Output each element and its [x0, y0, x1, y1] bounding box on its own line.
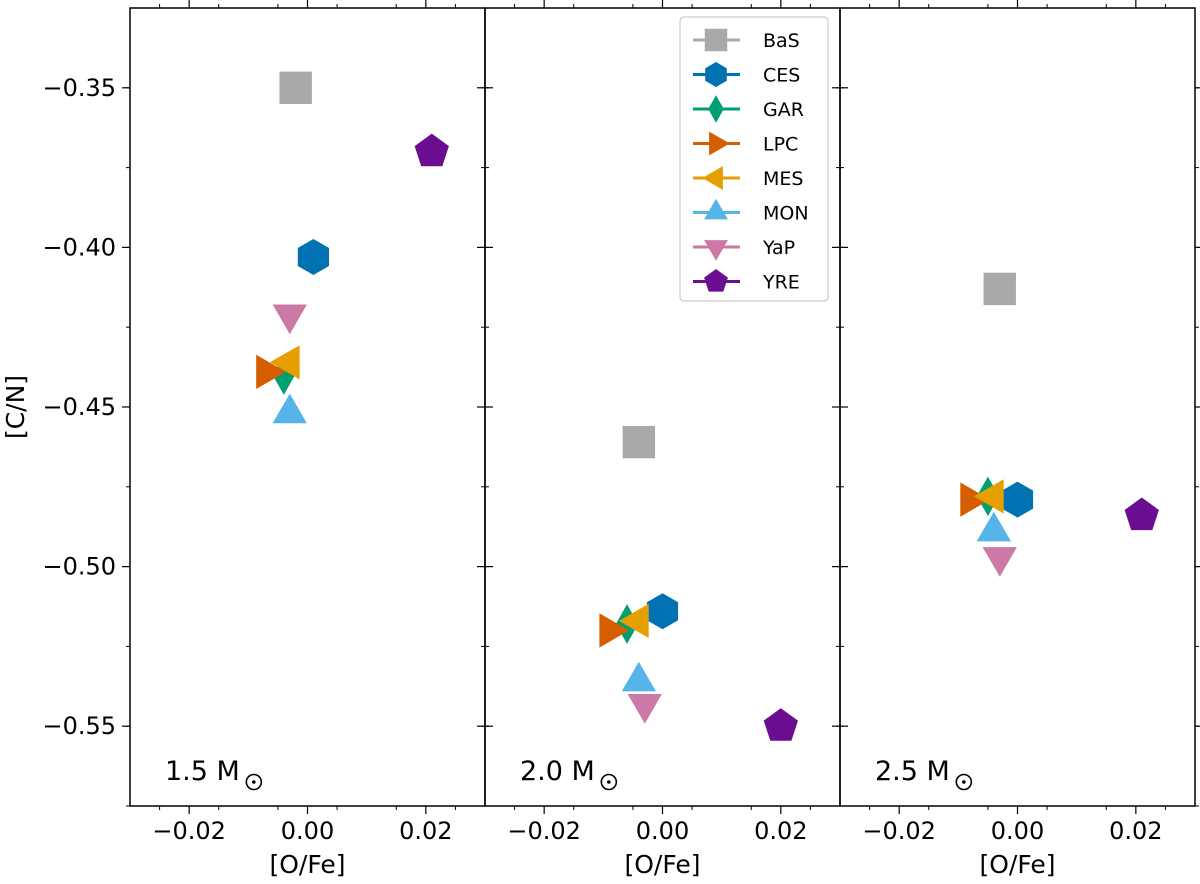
point-mes [269, 345, 300, 380]
legend: BaS CES GAR LPC MES MON YaP YRE [679, 16, 829, 302]
legend-marker [705, 62, 727, 87]
legend-label-yap: YaP [762, 237, 795, 259]
point-ces [297, 239, 329, 275]
point-bas [279, 71, 312, 104]
point-mes [974, 479, 1004, 514]
panel-mass-label: 2.0 M [520, 756, 595, 787]
point-mon [621, 661, 656, 692]
sun-symbol-icon [955, 773, 973, 791]
point-yap [272, 304, 307, 335]
point-lpc [256, 354, 286, 389]
x-tick-label: −0.02 [862, 817, 936, 845]
y-tick-label: −0.35 [42, 74, 116, 102]
legend-marker [704, 240, 728, 261]
point-mes [619, 603, 649, 638]
y-tick-label: −0.45 [42, 393, 116, 421]
legend-label-bas: BaS [763, 30, 800, 52]
x-tick-label: −0.02 [152, 817, 226, 845]
legend-label-mes: MES [763, 168, 803, 190]
panel-frame [839, 7, 1196, 807]
x-tick-label: 0.00 [281, 817, 334, 845]
point-lpc [599, 613, 629, 648]
point-bas [983, 272, 1016, 306]
panel-frame [129, 7, 486, 807]
panel-mass-label: 2.5 M [875, 756, 950, 787]
y-tick-label: −0.55 [42, 712, 116, 740]
sun-symbol-dot [962, 780, 966, 784]
x-tick-label: 0.02 [754, 817, 807, 845]
legend-marker [704, 269, 728, 292]
legend-label-lpc: LPC [763, 134, 798, 156]
legend-label-mon: MON [763, 203, 809, 225]
sun-symbol-dot [607, 780, 611, 784]
sun-symbol-icon [245, 773, 263, 791]
legend-label-ces: CES [763, 65, 800, 87]
legend-box [679, 16, 829, 302]
y-axis-label: [C/N] [1, 375, 30, 439]
point-lpc [960, 482, 990, 517]
legend-marker [709, 131, 730, 156]
point-mon [272, 393, 307, 424]
point-ces [1001, 481, 1034, 518]
point-yre [1124, 497, 1159, 531]
legend-marker [708, 95, 724, 123]
x-tick-label: 0.02 [399, 817, 452, 845]
point-bas [622, 425, 656, 459]
legend-marker [702, 166, 723, 190]
y-tick-label: −0.40 [42, 233, 116, 261]
x-tick-label: 0.00 [636, 817, 689, 845]
x-axis-label: [O/Fe] [269, 850, 345, 879]
x-axis-label: [O/Fe] [624, 850, 700, 879]
panel-1: −0.02 0.00 0.02 [O/Fe] 1.5 M [122, 0, 493, 879]
point-mon [976, 511, 1011, 542]
x-axis-label: [O/Fe] [979, 850, 1055, 879]
legend-label-yre: YRE [762, 272, 800, 294]
point-yre [763, 708, 798, 741]
legend-marker [704, 28, 728, 52]
x-tick-label: 0.00 [991, 817, 1044, 845]
x-tick-label: 0.02 [1109, 817, 1162, 845]
point-yre [414, 133, 449, 167]
legend-marker [704, 198, 728, 220]
sun-symbol-icon [600, 773, 618, 791]
y-tick-label: −0.50 [42, 553, 116, 581]
point-yap [982, 547, 1017, 577]
point-yap [627, 694, 662, 724]
point-ces [646, 593, 679, 630]
panel-mass-label: 1.5 M [165, 756, 240, 787]
x-tick-label: −0.02 [507, 817, 581, 845]
legend-label-gar: GAR [763, 99, 804, 121]
sun-symbol-dot [252, 780, 256, 784]
panel-3: −0.02 0.00 0.02 [O/Fe] 2.5 M [832, 0, 1200, 879]
